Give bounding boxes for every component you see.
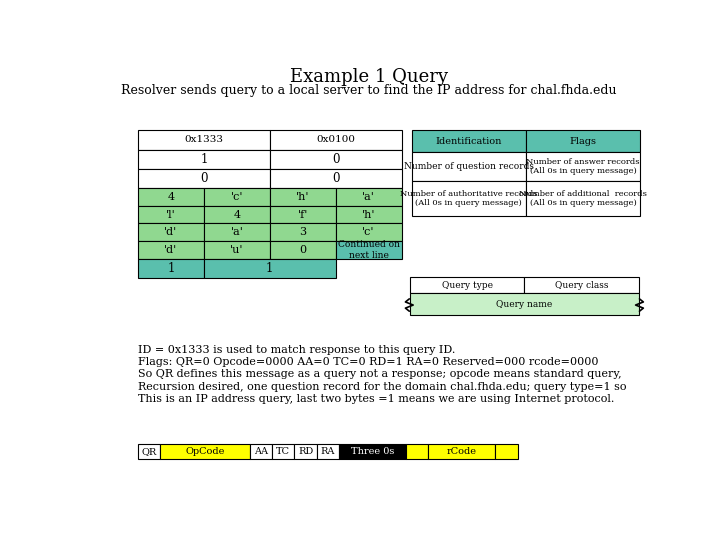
Text: 1: 1 (200, 153, 207, 166)
Bar (138, 130, 270, 150)
Bar (410, 276, 524, 294)
Bar (270, 130, 402, 150)
Bar (270, 150, 402, 168)
Bar (526, 181, 640, 215)
Text: 'd': 'd' (164, 227, 178, 237)
Text: Query type: Query type (442, 280, 492, 289)
Bar (410, 294, 639, 315)
Bar (428, 444, 495, 459)
Text: 0: 0 (200, 172, 207, 185)
Text: 1: 1 (167, 262, 175, 275)
Text: OpCode: OpCode (185, 447, 225, 456)
Text: 0: 0 (332, 153, 339, 166)
Bar (524, 276, 639, 294)
Bar (412, 130, 526, 152)
Text: 'f': 'f' (297, 210, 308, 220)
Text: Three 0s: Three 0s (351, 447, 395, 456)
Bar (138, 259, 204, 278)
Text: Query name: Query name (496, 300, 552, 309)
Text: Flags: Flags (570, 137, 597, 146)
Bar (294, 444, 317, 459)
Bar (161, 444, 250, 459)
Text: 1: 1 (266, 262, 274, 275)
Text: So QR defines this message as a query not a response; opcode means standard quer: So QR defines this message as a query no… (138, 369, 621, 379)
Bar (138, 188, 204, 206)
Bar (138, 444, 161, 459)
Text: Flags: QR=0 Opcode=0000 AA=0 TC=0 RD=1 RA=0 Reserved=000 rcode=0000: Flags: QR=0 Opcode=0000 AA=0 TC=0 RD=1 R… (138, 357, 598, 367)
Text: QR: QR (142, 447, 157, 456)
Text: 'u': 'u' (230, 245, 243, 255)
Bar (138, 206, 204, 224)
Bar (270, 188, 336, 206)
Text: 'd': 'd' (164, 245, 178, 255)
Bar (204, 188, 270, 206)
Bar (270, 206, 336, 224)
Text: Resolver sends query to a local server to find the IP address for chal.fhda.edu: Resolver sends query to a local server t… (121, 84, 617, 97)
Text: RA: RA (320, 447, 335, 456)
Text: 'a': 'a' (230, 227, 243, 237)
Bar (317, 444, 339, 459)
Bar (526, 152, 640, 181)
Text: Number of additional  records
(All 0s in query message): Number of additional records (All 0s in … (519, 190, 647, 207)
Text: ID = 0x1333 is used to match response to this query ID.: ID = 0x1333 is used to match response to… (138, 345, 456, 355)
Text: Example 1 Query: Example 1 Query (290, 68, 448, 86)
Bar (204, 224, 270, 241)
Text: rCode: rCode (447, 447, 477, 456)
Text: 4: 4 (233, 210, 240, 220)
Text: AA: AA (254, 447, 268, 456)
Text: 'h': 'h' (296, 192, 310, 202)
Bar (270, 241, 336, 259)
Bar (204, 241, 270, 259)
Text: 'c': 'c' (362, 227, 375, 237)
Text: Recursion desired, one question record for the domain chal.fhda.edu; query type=: Recursion desired, one question record f… (138, 382, 626, 392)
Text: Number of question records: Number of question records (404, 162, 534, 171)
Bar (272, 444, 294, 459)
Text: 'h': 'h' (362, 210, 375, 220)
Text: 0: 0 (300, 245, 306, 255)
Text: 'a': 'a' (362, 192, 375, 202)
Text: 0x0100: 0x0100 (316, 136, 355, 144)
Bar (336, 241, 402, 259)
Bar (495, 444, 518, 459)
Text: 0x1333: 0x1333 (184, 136, 223, 144)
Text: Number of answer records
(All 0s in query message): Number of answer records (All 0s in quer… (526, 158, 640, 175)
Text: This is an IP address query, last two bytes =1 means we are using Internet proto: This is an IP address query, last two by… (138, 394, 614, 404)
Text: RD: RD (298, 447, 313, 456)
Text: Identification: Identification (436, 137, 502, 146)
Text: 3: 3 (300, 227, 306, 237)
Text: 4: 4 (168, 192, 174, 202)
Bar (250, 444, 272, 459)
Bar (270, 168, 402, 188)
Bar (204, 206, 270, 224)
Text: 'l': 'l' (166, 210, 176, 220)
Bar (526, 130, 640, 152)
Bar (138, 241, 204, 259)
Bar (138, 150, 270, 168)
Bar (339, 444, 406, 459)
Bar (204, 259, 336, 278)
Text: 0: 0 (332, 172, 339, 185)
Bar (412, 152, 526, 181)
Bar (336, 224, 402, 241)
Bar (270, 224, 336, 241)
Bar (406, 444, 428, 459)
Text: Query class: Query class (555, 280, 608, 289)
Text: TC: TC (276, 447, 290, 456)
Text: Continued on
next line: Continued on next line (338, 240, 400, 260)
Bar (336, 188, 402, 206)
Bar (138, 168, 270, 188)
Text: 'c': 'c' (230, 192, 243, 202)
Bar (336, 206, 402, 224)
Text: Number of authoritative records
(All 0s in query message): Number of authoritative records (All 0s … (400, 190, 538, 207)
Bar (138, 224, 204, 241)
Bar (412, 181, 526, 215)
